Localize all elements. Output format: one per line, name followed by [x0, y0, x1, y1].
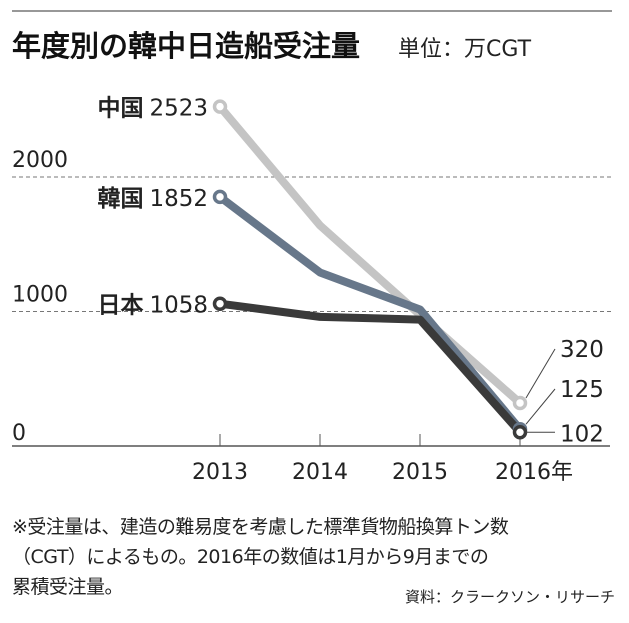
footnote-line-2: （CGT）によるもの。2016年の数値は1月から9月までの	[12, 546, 489, 568]
x-tick-label: 2013	[192, 460, 248, 485]
data-point-marker	[212, 99, 228, 114]
series-start-label: 中国 2523	[97, 96, 208, 122]
series-end-label: 320	[560, 337, 604, 363]
x-tick-label: 2014	[292, 460, 348, 485]
series-line-1	[217, 193, 524, 432]
line-chart: 年度別の韓中日造船受注量 単位：万CGT 0 1000 2000 2013 2014 20…	[12, 10, 612, 485]
x-tick-label: 2015	[392, 460, 448, 485]
x-tick-label: 2016年	[495, 460, 573, 485]
series-name: 日本	[97, 293, 143, 319]
series-name: 韓国	[97, 185, 143, 212]
leader-line	[525, 348, 556, 399]
data-point-marker	[212, 189, 228, 205]
footnote-line-3: 累積受注量。	[12, 576, 124, 598]
series-start-value: 2523	[149, 96, 208, 122]
series-start-label: 日本 1058	[97, 293, 208, 319]
footnote-line-1: ※受注量は、建造の難易度を考慮した標準貨物船換算トン数	[12, 516, 509, 538]
source-label: 資料：クラークソン・リサーチ	[404, 588, 615, 606]
series-name: 中国	[97, 96, 143, 122]
series-end-label: 102	[560, 421, 604, 447]
series-start-value: 1058	[149, 293, 208, 319]
y-tick-label: 1000	[12, 283, 68, 308]
unit-label: 単位：万CGT	[398, 37, 532, 62]
series-end-label: 125	[560, 377, 604, 403]
series-line-2	[219, 299, 523, 435]
series-start-value: 1852	[149, 186, 208, 212]
leader-line	[525, 388, 556, 425]
series-start-label: 韓国 1852	[97, 185, 208, 212]
chart-title: 年度別の韓中日造船受注量	[12, 29, 360, 63]
data-point-marker	[512, 395, 528, 411]
y-tick-label: 0	[12, 421, 26, 446]
data-point-marker	[212, 296, 228, 311]
series-line-0	[216, 104, 523, 406]
y-tick-label: 2000	[12, 148, 68, 173]
data-point-marker	[512, 425, 528, 440]
